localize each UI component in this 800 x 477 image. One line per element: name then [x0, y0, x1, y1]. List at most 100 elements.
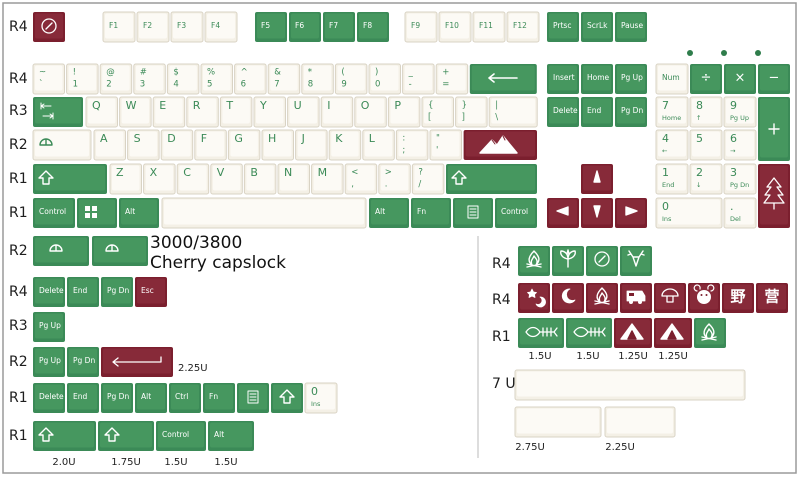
- key-legend: \: [495, 113, 498, 123]
- key-legend: Pg Up: [39, 356, 61, 365]
- keycap-top: [390, 98, 418, 124]
- key-legend: 0: [311, 385, 318, 398]
- keycap-top: [441, 13, 469, 39]
- key-legend: Control: [162, 430, 189, 439]
- keycap-top: [331, 131, 359, 157]
- key-legend: I: [327, 99, 330, 112]
- icon: [247, 390, 259, 404]
- key-legend: >: [385, 168, 392, 178]
- key-legend: :: [402, 134, 405, 144]
- size-label: 1.5U: [214, 457, 237, 468]
- keycap-top: [69, 278, 97, 304]
- keycap-top: [205, 384, 233, 410]
- key-legend: 8: [696, 99, 703, 112]
- key-legend: Pg Up: [39, 321, 61, 330]
- keycap-top: [35, 348, 63, 374]
- keycap-top: [139, 13, 167, 39]
- keycap-top: [105, 13, 133, 39]
- icon: [279, 389, 295, 404]
- key-legend: End: [73, 392, 87, 401]
- key-legend: Pg Up: [730, 114, 749, 122]
- key-legend: 2: [106, 80, 111, 90]
- keycap-top: [517, 408, 599, 434]
- keycap-top: [112, 165, 140, 191]
- key-legend: F4: [211, 21, 220, 30]
- keycap-top: [35, 422, 94, 448]
- keycap-top: [103, 348, 171, 374]
- keycap-top: [257, 13, 285, 39]
- keycap-top: [364, 131, 393, 157]
- key-legend: F2: [143, 21, 152, 30]
- size-label: 2.25U: [178, 363, 208, 374]
- keycap-top: [359, 13, 387, 39]
- keycap-top: [323, 98, 351, 124]
- row-label: R2: [9, 354, 28, 370]
- keycap-top: [155, 98, 183, 124]
- key-legend: →: [730, 147, 736, 155]
- key-legend: Z: [116, 166, 124, 179]
- keycap-top: [207, 13, 235, 39]
- key-legend: ↑: [696, 114, 701, 122]
- keycap-top: [121, 98, 150, 124]
- keycap-top: [68, 65, 97, 91]
- key-legend: ,: [351, 180, 354, 190]
- key-legend: Insert: [553, 73, 575, 82]
- keycap-top: [135, 65, 164, 91]
- row-label: R1: [9, 390, 28, 406]
- icon: [45, 22, 53, 30]
- key-legend: Fn: [209, 392, 218, 401]
- keycap-top: [588, 284, 616, 310]
- keycap-top: [230, 131, 258, 157]
- key-legend: H: [268, 132, 276, 145]
- key-legend: 7: [274, 80, 279, 90]
- key-legend: 6: [241, 80, 246, 90]
- keycap-top: [549, 13, 577, 39]
- key-legend: ←: [662, 147, 668, 155]
- icon: [625, 206, 638, 216]
- key-legend: R: [193, 99, 201, 112]
- size-label: 1.5U: [164, 457, 187, 468]
- row-label: R1: [9, 205, 28, 221]
- key-legend: B: [250, 166, 258, 179]
- key-legend: 6: [730, 132, 737, 145]
- icon: [535, 296, 546, 308]
- icon: [40, 102, 54, 120]
- key-legend: ): [375, 68, 378, 78]
- key-legend: F8: [363, 21, 372, 30]
- icon: [85, 206, 90, 211]
- key-legend: F: [201, 132, 207, 145]
- row-label: R3: [9, 103, 28, 119]
- keycap-top: [413, 199, 449, 225]
- keycap-top: [297, 131, 326, 157]
- key-legend: Home: [662, 114, 681, 122]
- keycap-top: [103, 384, 131, 410]
- icon: [573, 326, 606, 338]
- icon: [561, 288, 576, 304]
- key-legend: Delete: [39, 392, 64, 401]
- size-label: 2.25U: [605, 442, 635, 453]
- keycap-top: [35, 131, 89, 157]
- key-legend: 9: [341, 80, 346, 90]
- key-legend: ?: [418, 168, 423, 178]
- keycap-top: [656, 284, 684, 310]
- icon: [488, 73, 518, 83]
- keycap-top: [212, 165, 241, 191]
- icon: [594, 287, 610, 305]
- icon: [112, 356, 162, 367]
- key-legend: 0: [375, 80, 380, 90]
- key-legend: `: [39, 79, 43, 90]
- key-legend: 5: [207, 80, 212, 90]
- key-legend: Num: [662, 73, 680, 82]
- row-label: R1: [9, 171, 28, 187]
- key-legend: ]: [462, 113, 465, 123]
- keycap-top: [137, 278, 165, 304]
- key-legend: 7: [662, 99, 669, 112]
- keycap-top: [617, 13, 645, 39]
- keycap-top: [35, 384, 63, 410]
- size-label: 1.5U: [576, 351, 599, 362]
- key-legend: Fn: [417, 207, 426, 216]
- key-legend: Alt: [125, 207, 135, 216]
- row-label: R1: [9, 428, 28, 444]
- key-legend: E: [159, 99, 166, 112]
